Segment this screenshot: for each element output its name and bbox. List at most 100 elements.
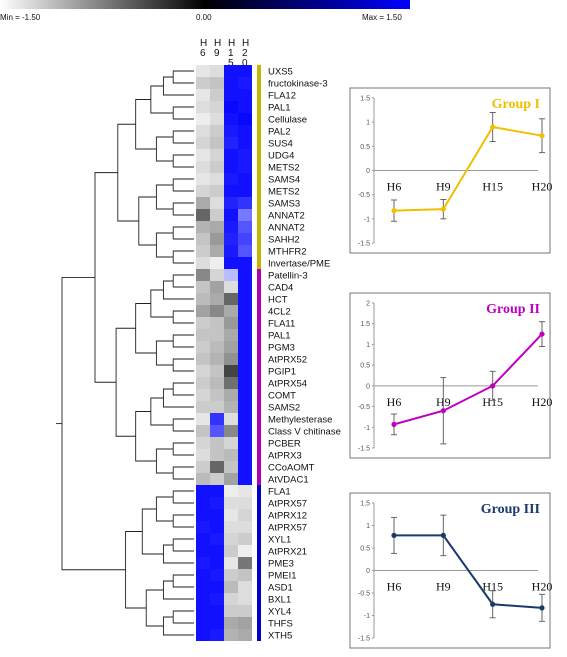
heatmap-cell — [196, 377, 210, 389]
heatmap-cell — [196, 485, 210, 497]
heatmap-cell — [196, 233, 210, 245]
column-header-char: 5 — [228, 58, 234, 69]
dendrogram-branch — [135, 99, 157, 150]
heatmap-cell — [196, 509, 210, 521]
heatmap-cell — [196, 245, 210, 257]
data-point — [490, 601, 496, 607]
dendrogram-branch — [172, 610, 194, 624]
y-tick-label: 0 — [366, 568, 370, 575]
data-point — [391, 208, 397, 214]
heatmap-cell — [238, 581, 252, 593]
heatmap-cell — [224, 473, 238, 485]
gene-label: METS2 — [268, 163, 300, 174]
heatmap-cell — [210, 377, 224, 389]
heatmap-cell — [238, 185, 252, 197]
dendrogram-branch — [172, 70, 194, 84]
y-tick-label: -1 — [364, 216, 370, 223]
data-point — [490, 124, 496, 130]
heatmap-cell — [196, 389, 210, 401]
color-legend: Min = -1.50 0.00 Max = 1.50 — [0, 0, 410, 22]
dendrogram-branch — [172, 274, 194, 288]
heatmap-cell — [238, 569, 252, 581]
heatmap-cell — [224, 545, 238, 557]
heatmap-cell — [210, 125, 224, 137]
heatmap-cell — [210, 533, 224, 545]
heatmap-cell — [196, 557, 210, 569]
heatmap-cell — [196, 365, 210, 377]
dendrogram-branch — [135, 411, 157, 462]
gene-label: AtPRX57 — [268, 499, 307, 510]
heatmap-cell — [196, 497, 210, 509]
heatmap-cell — [224, 557, 238, 569]
heatmap-cell — [196, 629, 210, 641]
heatmap-cell — [196, 197, 210, 209]
heatmap-cell — [224, 485, 238, 497]
heatmap-cell — [196, 101, 210, 113]
heatmap-cell — [238, 101, 252, 113]
gene-label: AtPRX12 — [268, 511, 307, 522]
heatmap-cell — [238, 473, 252, 485]
heatmap-cell — [238, 377, 252, 389]
gene-label: AtPRX3 — [268, 451, 302, 462]
heatmap-cell — [196, 545, 210, 557]
heatmap-cell — [238, 197, 252, 209]
dendrogram-branch — [138, 196, 157, 246]
dendrogram-branch — [150, 289, 174, 318]
heatmap-cell — [224, 617, 238, 629]
heatmap-cell — [224, 89, 238, 101]
heatmap-cell — [224, 77, 238, 89]
heatmap-cell — [238, 113, 252, 125]
column-header-h20: H20 — [242, 38, 249, 69]
dendrogram-branch — [155, 136, 174, 162]
heatmap-cell — [196, 341, 210, 353]
heatmap-cell — [224, 497, 238, 509]
heatmap-cell — [238, 329, 252, 341]
heatmap-cell — [238, 281, 252, 293]
heatmap-cell — [210, 557, 224, 569]
heatmap: H6H9H15H20UXS5fructokinase-3FLA12PAL1Cel… — [196, 38, 341, 642]
heatmap-cell — [210, 509, 224, 521]
heatmap-cell — [210, 149, 224, 161]
y-tick-label: -0.5 — [358, 192, 370, 199]
x-category-label: H6 — [387, 180, 402, 194]
heatmap-cell — [224, 353, 238, 365]
heatmap-cell — [238, 389, 252, 401]
dendrogram-branch — [172, 106, 194, 120]
heatmap-cell — [210, 605, 224, 617]
column-header-char: 6 — [200, 48, 206, 59]
gene-label: METS2 — [268, 187, 300, 198]
heatmap-cell — [238, 125, 252, 137]
dendrogram-branch — [172, 154, 194, 168]
panel-title: Group II — [486, 302, 540, 317]
y-tick-label: -1 — [364, 425, 370, 432]
heatmap-cell — [224, 293, 238, 305]
heatmap-cell — [238, 65, 252, 77]
panel-title: Group I — [492, 97, 540, 112]
dendrogram-branch — [172, 358, 194, 372]
heatmap-cell — [224, 593, 238, 605]
dendrogram-branch — [115, 327, 136, 437]
heatmap-cell — [224, 209, 238, 221]
heatmap-cell — [238, 365, 252, 377]
heatmap-cell — [224, 185, 238, 197]
heatmap-cell — [196, 593, 210, 605]
heatmap-cell — [196, 437, 210, 449]
heatmap-cell — [196, 461, 210, 473]
y-tick-label: 1.5 — [360, 501, 370, 508]
heatmap-cell — [196, 533, 210, 545]
group-1-panel: 1.5 1 0.5 0 -0.5 -1 -1.5 H6 H9 H15 H20 Group I — [349, 87, 552, 254]
data-point — [539, 605, 545, 611]
gene-label: PAL1 — [268, 103, 291, 114]
panel-frame — [349, 292, 551, 459]
heatmap-cell — [224, 461, 238, 473]
heatmap-cell — [210, 353, 224, 365]
gene-label: THFS — [268, 619, 293, 630]
column-header-char: H — [200, 38, 207, 49]
heatmap-cell — [210, 185, 224, 197]
heatmap-cell — [210, 389, 224, 401]
heatmap-cell — [224, 65, 238, 77]
dendrogram-branch — [150, 85, 174, 114]
dendrogram-branch — [172, 310, 194, 324]
